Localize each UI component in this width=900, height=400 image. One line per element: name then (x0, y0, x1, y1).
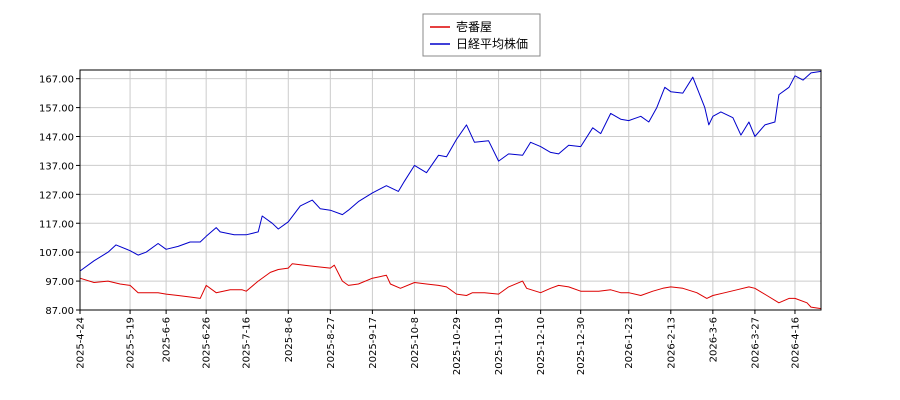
x-axis-ticks: 2025-4-24 2025-5-19 2025-6-6 2025-6-26 2025-… (76, 310, 801, 375)
x-tick-label: 2025-5-19 (126, 317, 137, 369)
x-tick-label: 2026-4-16 (790, 317, 801, 369)
x-tick-label: 2025-6-6 (162, 317, 173, 362)
x-tick-label: 2025-6-26 (202, 317, 213, 369)
y-tick-label: 97.00 (45, 277, 74, 288)
x-tick-label: 2025-9-17 (368, 317, 379, 369)
series-line-1 (79, 70, 822, 272)
legend-label-ichibanya: 壱番屋 (456, 20, 492, 34)
x-tick-label: 2025-10-8 (410, 317, 421, 369)
y-axis-ticks: 87.00 97.00 107.00 117.00 127.00 137.00 147.00… (39, 75, 80, 317)
x-tick-label: 2025-7-16 (242, 317, 253, 369)
legend: 壱番屋 日経平均株価 (422, 13, 541, 57)
x-tick-label: 2026-3-6 (708, 317, 719, 362)
y-tick-label: 117.00 (39, 219, 74, 230)
x-tick-label: 2025-8-6 (284, 317, 295, 362)
legend-box (422, 13, 541, 57)
x-tick-label: 2025-8-27 (326, 317, 337, 369)
y-tick-label: 157.00 (39, 104, 74, 115)
x-tick-label: 2026-2-13 (666, 317, 677, 369)
x-tick-label: 2025-12-10 (536, 317, 547, 375)
x-tick-label: 2025-4-24 (76, 317, 87, 369)
series-line-0 (79, 263, 822, 310)
legend-label-nikkei: 日経平均株価 (456, 36, 528, 51)
x-tick-label: 2025-12-30 (576, 317, 587, 375)
y-tick-label: 137.00 (39, 161, 74, 172)
y-tick-label: 87.00 (45, 306, 74, 317)
y-tick-label: 167.00 (39, 75, 74, 86)
x-tick-label: 2026-1-23 (624, 317, 635, 369)
y-tick-label: 127.00 (39, 190, 74, 201)
plot-background (80, 70, 821, 310)
y-tick-label: 147.00 (39, 133, 74, 144)
plot-frame (79, 69, 822, 311)
x-tick-label: 2025-11-19 (494, 317, 505, 375)
y-tick-label: 107.00 (39, 248, 74, 259)
grid-lines (79, 70, 821, 311)
series-layer (79, 70, 822, 310)
x-tick-label: 2025-10-29 (452, 317, 463, 375)
x-tick-label: 2026-3-27 (750, 317, 761, 369)
